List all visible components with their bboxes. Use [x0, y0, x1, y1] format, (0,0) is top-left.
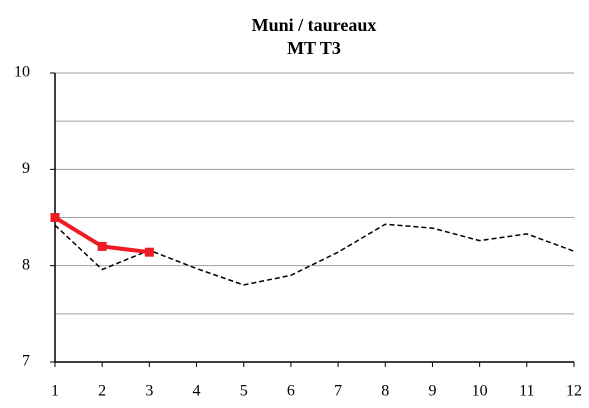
- x-tick-label: 4: [193, 383, 201, 400]
- x-tick-label: 6: [287, 383, 295, 400]
- x-tick-label: 2: [98, 383, 106, 400]
- x-tick-label: 12: [566, 383, 582, 400]
- x-tick-label: 5: [240, 383, 248, 400]
- x-tick-label: 1: [51, 383, 59, 400]
- line-marker: [97, 241, 107, 251]
- line-series: [54, 223, 575, 286]
- line-marker: [144, 247, 154, 257]
- y-tick-label: 8: [22, 256, 30, 273]
- chart-title: MT T3: [287, 38, 341, 58]
- y-tick-label: 9: [22, 160, 30, 177]
- x-tick-label: 7: [334, 383, 342, 400]
- y-tick-label: 7: [22, 353, 30, 370]
- x-tick-label: 3: [145, 383, 153, 400]
- x-tick-label: 11: [519, 383, 534, 400]
- y-tick-label: 10: [14, 64, 30, 81]
- chart-title: Muni / taureaux: [252, 15, 377, 35]
- line-marker: [50, 213, 60, 222]
- x-tick-label: 8: [381, 383, 389, 400]
- x-tick-label: 9: [428, 383, 436, 400]
- x-tick-label: 10: [472, 383, 488, 400]
